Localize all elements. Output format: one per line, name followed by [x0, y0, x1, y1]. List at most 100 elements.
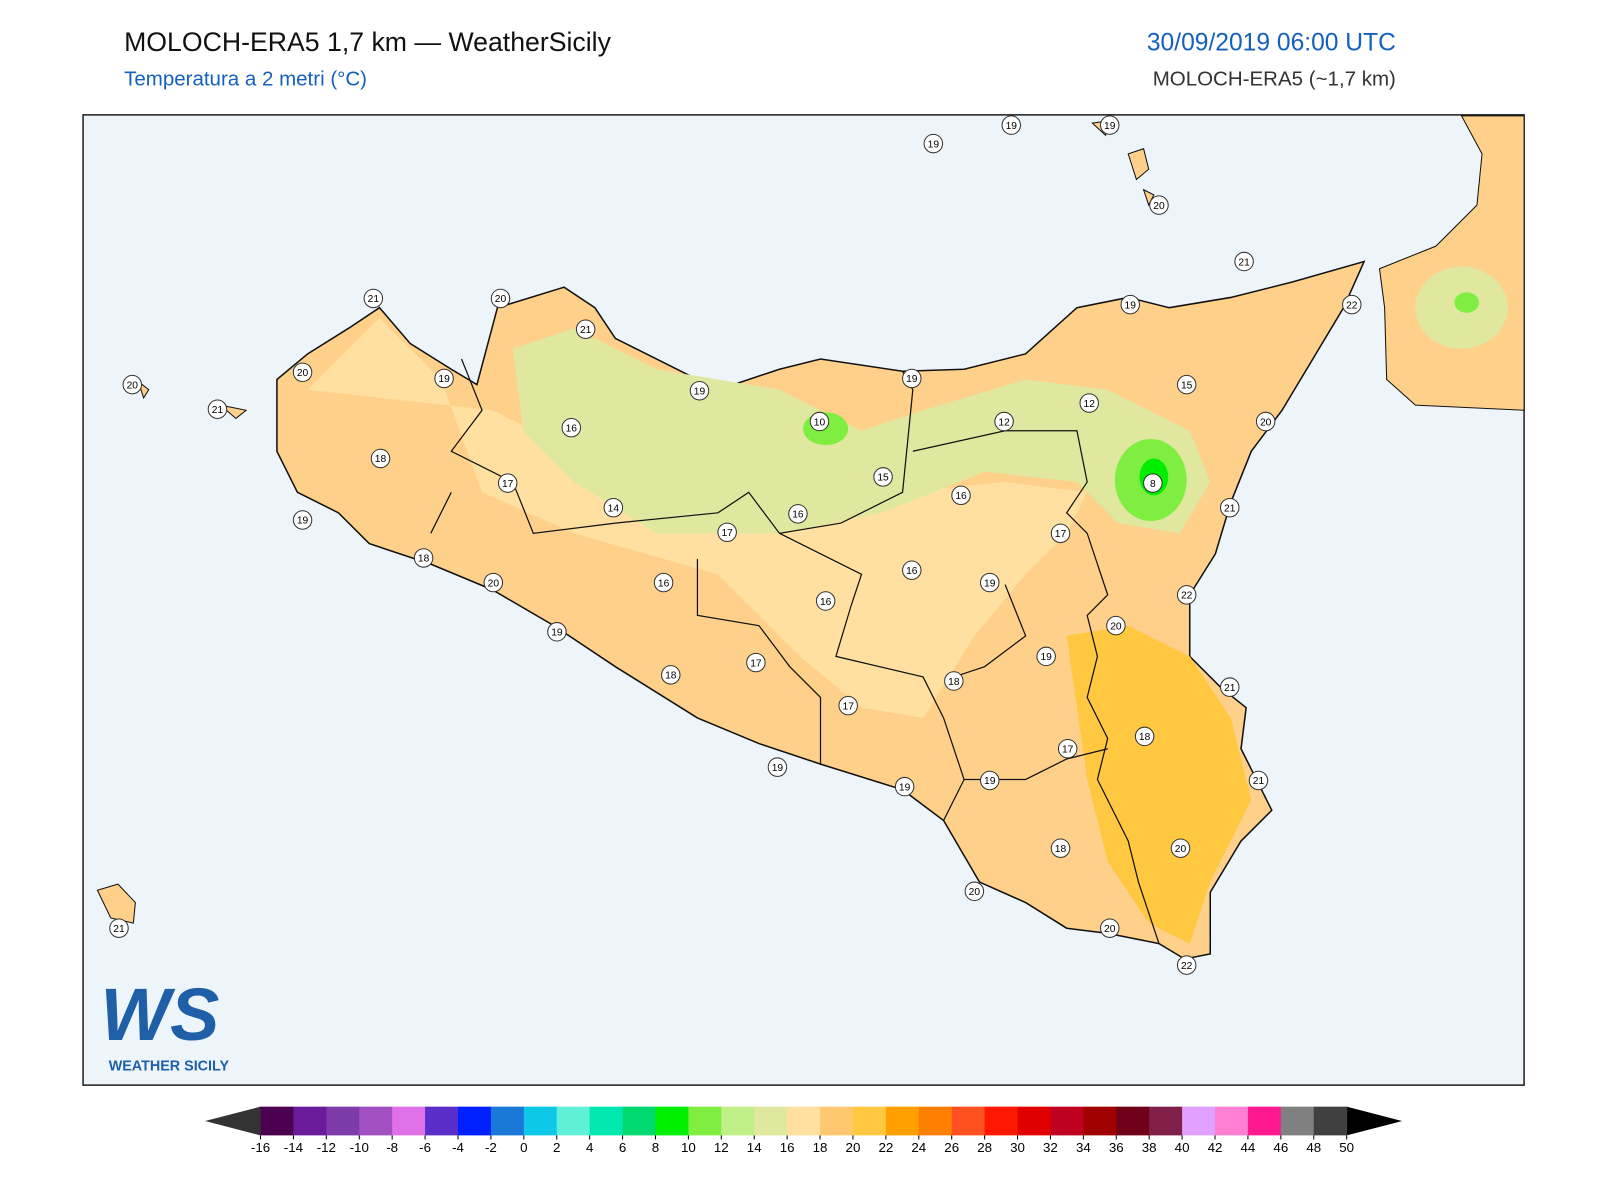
station-value: 14 [608, 503, 620, 514]
station: 22 [1176, 585, 1197, 605]
station: 19 [547, 622, 567, 642]
station: 21 [363, 288, 384, 309]
station-marker [1106, 615, 1126, 636]
colorbar-bin [589, 1106, 624, 1136]
station-value: 16 [658, 578, 670, 589]
station-value: 22 [1181, 591, 1193, 602]
colorbar-bin [1083, 1106, 1117, 1136]
colorbar-bin [622, 1106, 656, 1136]
station: 19 [902, 368, 922, 389]
station: 19 [1099, 115, 1120, 135]
station-marker [1255, 411, 1276, 432]
station: 17 [746, 652, 766, 673]
station-marker [717, 522, 737, 543]
station-marker [1170, 838, 1191, 858]
zone [1454, 292, 1479, 313]
station-marker [964, 881, 985, 902]
station: 21 [1219, 677, 1240, 697]
title: MOLOCH-ERA5 1,7 km — WeatherSicily [124, 27, 612, 57]
colorbar-tick-label: 8 [652, 1140, 659, 1155]
station-value: 19 [1104, 121, 1116, 132]
station-marker [873, 467, 893, 487]
colorbar-bin [1247, 1106, 1282, 1136]
station: 18 [661, 665, 681, 685]
station-marker [815, 591, 836, 611]
station-marker [1099, 115, 1120, 135]
station-marker [1001, 115, 1022, 135]
colorbar-bin [260, 1106, 294, 1136]
station-marker [767, 757, 788, 777]
colorbar-tick-label: -6 [419, 1140, 431, 1155]
station-marker [1050, 523, 1071, 544]
station: 20 [490, 288, 511, 309]
colorbar-bin [1116, 1106, 1150, 1136]
station-marker [1176, 374, 1197, 395]
colorbar-tick-label: -2 [485, 1140, 497, 1155]
station-marker [483, 572, 504, 593]
colorbar-tick-label: -14 [284, 1140, 304, 1155]
station-marker [547, 622, 567, 642]
station-marker [653, 572, 674, 593]
logo-mark: WS [101, 973, 220, 1056]
colorbar-tick-label: 38 [1142, 1140, 1157, 1155]
station-value: 20 [127, 380, 139, 391]
station-marker [1050, 838, 1071, 858]
station-marker [575, 319, 596, 339]
station-value: 17 [750, 658, 762, 669]
station-value: 19 [1040, 652, 1052, 663]
station-marker [1036, 646, 1056, 667]
station: 19 [1120, 294, 1140, 315]
station: 18 [944, 671, 964, 691]
map: 19 19 19 20 21 22 19 15 20 12 12 19 10 8 16 15 21 17 16 19 2… [82, 114, 1525, 1086]
station-value: 12 [1084, 399, 1096, 410]
colorbar-tick-label: 0 [520, 1140, 527, 1155]
colorbar-tick-label: 2 [553, 1140, 560, 1155]
station-marker [1219, 677, 1240, 697]
colorbar-bin [1215, 1106, 1249, 1136]
colorbar-bin [820, 1106, 854, 1136]
station-value: 21 [1238, 257, 1250, 268]
station: 15 [1176, 374, 1197, 395]
colorbar-tick-label: 32 [1043, 1140, 1058, 1155]
station-marker [1176, 955, 1197, 975]
station-marker [1342, 294, 1362, 315]
station-marker [1120, 294, 1140, 315]
colorbar-tick-label: -4 [452, 1140, 464, 1155]
colorbar-bin [1280, 1106, 1315, 1136]
station-marker [497, 473, 518, 493]
station: 17 [497, 473, 518, 493]
colorbar-bin [490, 1106, 525, 1136]
colorbar-bin [392, 1106, 426, 1136]
station-value: 15 [877, 473, 889, 484]
station-marker [951, 485, 971, 506]
station: 18 [413, 548, 434, 568]
station-marker [109, 918, 129, 938]
station: 19 [292, 510, 313, 530]
station: 20 [1149, 195, 1169, 215]
colorbar-tick-label: 6 [619, 1140, 626, 1155]
station: 16 [653, 572, 674, 593]
station-value: 19 [297, 516, 309, 527]
station-value: 18 [418, 554, 430, 565]
station: 19 [434, 368, 454, 389]
colorbar-tick-label: 42 [1208, 1140, 1223, 1155]
station: 12 [1079, 393, 1099, 413]
station-value: 21 [1253, 776, 1265, 787]
station-value: 18 [375, 454, 387, 465]
station-value: 17 [843, 701, 855, 712]
station-marker [292, 510, 313, 530]
station: 21 [575, 319, 596, 339]
colorbar-bin [721, 1106, 755, 1136]
colorbar-bin [425, 1106, 459, 1136]
colorbar-tick-label: 26 [944, 1140, 959, 1155]
colorbar-bin [984, 1106, 1019, 1136]
station: 19 [979, 770, 1000, 791]
station-value: 19 [906, 374, 918, 385]
station-value: 16 [906, 566, 918, 577]
station-value: 16 [820, 597, 832, 608]
station: 17 [717, 522, 737, 543]
colorbar-tick-label: -12 [317, 1140, 336, 1155]
station-value: 16 [955, 491, 967, 502]
station: 10 [809, 411, 830, 432]
